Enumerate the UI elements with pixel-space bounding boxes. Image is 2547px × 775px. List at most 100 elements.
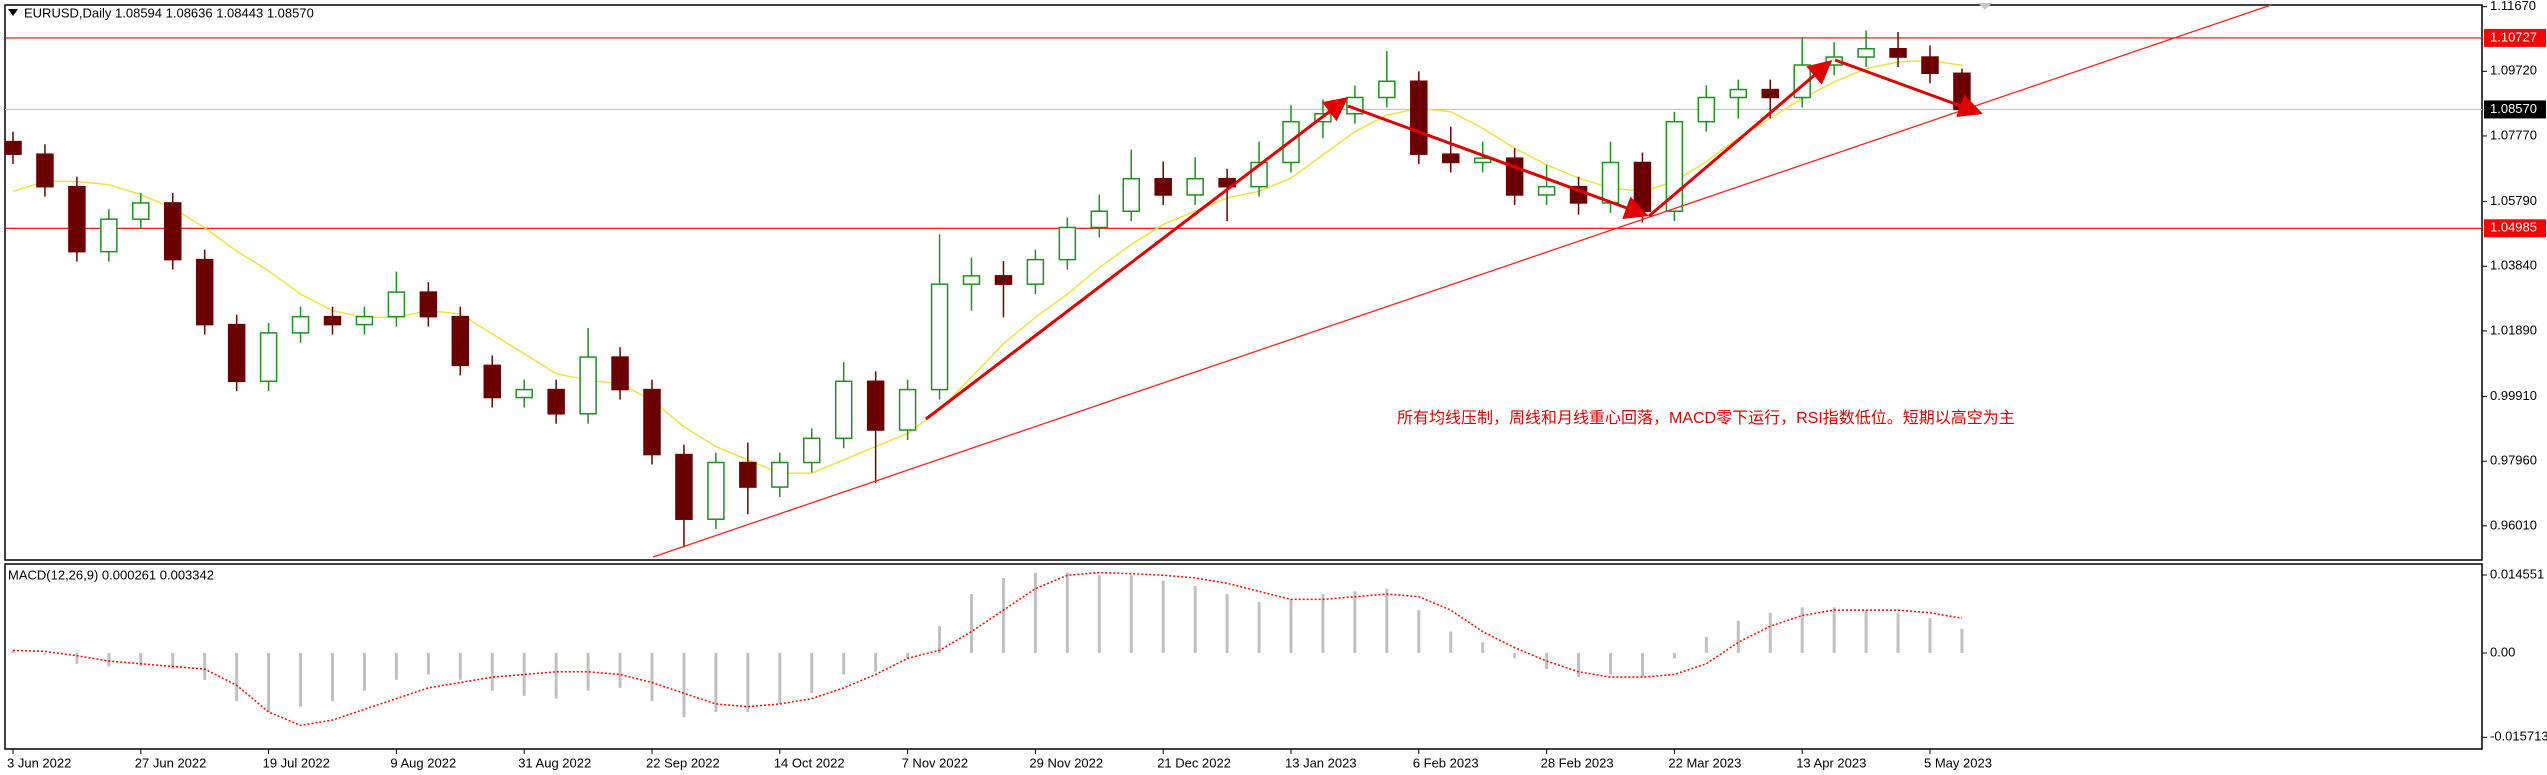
y-tick-label: 1.03840 (2490, 258, 2537, 273)
candle-body (803, 437, 821, 464)
candle-body (1537, 185, 1556, 196)
candle-body (387, 291, 406, 318)
candle-body (930, 283, 949, 391)
candle-body (611, 356, 629, 391)
x-tick-label: 31 Aug 2022 (518, 755, 591, 770)
candle-body (1122, 177, 1140, 212)
candle-body (1729, 88, 1748, 99)
arrows (925, 58, 1983, 421)
menu-triangle (8, 9, 18, 16)
macd-title: MACD(12,26,9) 0.000261 0.003342 (8, 567, 214, 582)
candle-body (547, 388, 565, 415)
candle-body (962, 275, 981, 285)
candle-body (1410, 80, 1428, 155)
candle-body (1665, 120, 1684, 212)
annotation: 所有均线压制，周线和月线重心回落，MACD零下运行，RSI指数低位。短期以高空为… (1397, 409, 2015, 427)
candle-body (36, 153, 54, 188)
candle-body (1058, 226, 1077, 261)
candle-body (515, 388, 533, 399)
y-tick-label: 0.00 (2490, 644, 2515, 659)
y-tick-label: 1.07770 (2490, 127, 2537, 142)
y-tick-label: 1.05790 (2490, 193, 2537, 208)
arrow (1648, 60, 1833, 218)
candle-body (771, 461, 789, 488)
candle-body (68, 185, 86, 253)
trend-line (652, 4, 2272, 558)
chart-title: EURUSD,Daily 1.08594 1.08636 1.08443 1.0… (24, 5, 314, 20)
y-tick-label: 0.99910 (2490, 388, 2537, 403)
candle-body (323, 315, 342, 326)
arrow (1347, 104, 1649, 220)
price-label-box (2484, 100, 2546, 119)
x-tick-label: 13 Jan 2023 (1285, 755, 1357, 770)
arrow (925, 97, 1349, 421)
shift-marker (1978, 3, 1992, 10)
candle-body (483, 364, 501, 399)
candle-body (1857, 48, 1875, 58)
macd-panel (4, 563, 2483, 750)
candle-body (1889, 48, 1907, 58)
y-tick-label: 0.014551 (2490, 566, 2544, 581)
x-tick-label: 27 Jun 2022 (135, 755, 207, 770)
price-label-box (2484, 28, 2546, 47)
candle-body (227, 323, 246, 383)
candle-body (1473, 157, 1492, 164)
candle-body (643, 388, 661, 456)
candle-body (451, 315, 470, 367)
candle-body (4, 140, 22, 155)
candle-body (994, 275, 1013, 285)
candle-body (164, 202, 182, 261)
candle-body (1378, 80, 1396, 99)
candle-body (1186, 177, 1204, 196)
x-tick-label: 13 Apr 2023 (1796, 755, 1866, 770)
signal-line (12, 571, 1963, 727)
candle-body (834, 380, 853, 440)
y-tick-label: 1.01890 (2490, 322, 2537, 337)
candle-body (195, 258, 214, 326)
price-label-box (2484, 219, 2546, 238)
candle-body (898, 388, 917, 431)
candle-body (259, 332, 278, 383)
candle-body (291, 315, 310, 334)
y-tick-label: -0.015713 (2490, 729, 2547, 744)
marks: 1.11670 1.09720 1.07770 1.05790 1.03840 1.018… (4, 0, 2547, 770)
price-label: 1.10727 (2490, 29, 2537, 44)
candle-body (1697, 96, 1716, 123)
price-label: 1.04985 (2490, 220, 2537, 235)
candle-body (1921, 56, 1939, 75)
candle-body (866, 380, 885, 431)
candle-body (707, 461, 725, 520)
candle-body (100, 218, 118, 253)
x-tick-label: 28 Feb 2023 (1541, 755, 1614, 770)
price-panel (4, 4, 2483, 561)
x-tick-label: 22 Sep 2022 (646, 755, 720, 770)
candle-body (739, 461, 757, 488)
candle-body (579, 356, 597, 415)
x-tick-label: 29 Nov 2022 (1029, 755, 1103, 770)
price-label: 1.08570 (2490, 101, 2537, 116)
candle-body (675, 453, 693, 520)
candle-body (419, 291, 438, 318)
y-tick-label: 0.96010 (2490, 517, 2537, 532)
candle-body (1090, 210, 1109, 229)
x-tick-label: 21 Dec 2022 (1157, 755, 1231, 770)
x-tick-label: 5 May 2023 (1924, 755, 1992, 770)
candle-body (1633, 161, 1652, 212)
candle-body (1442, 153, 1460, 164)
y-tick-label: 1.11670 (2490, 0, 2536, 13)
x-tick-label: 14 Oct 2022 (774, 755, 845, 770)
candle-body (355, 315, 374, 326)
candle-body (1026, 258, 1045, 285)
x-tick-label: 6 Feb 2023 (1413, 755, 1479, 770)
x-tick-label: 19 Jul 2022 (263, 755, 330, 770)
arrow (1834, 58, 1983, 118)
candle-body (1761, 88, 1779, 99)
y-tick-label: 0.97960 (2490, 453, 2537, 468)
candle-body (1601, 161, 1620, 204)
y-tick-label: 1.09720 (2490, 63, 2537, 78)
candle-body (132, 202, 150, 220)
x-tick-label: 22 Mar 2023 (1668, 755, 1741, 770)
candle-body (1154, 177, 1172, 196)
